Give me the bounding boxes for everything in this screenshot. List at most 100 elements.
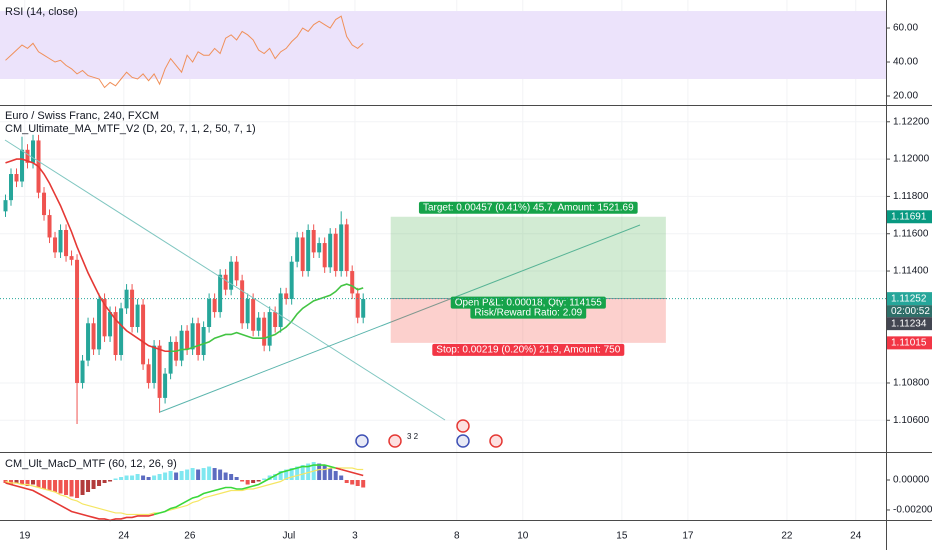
histogram-bar — [322, 465, 327, 481]
candle-body — [179, 330, 184, 361]
histogram-bar — [168, 471, 173, 481]
stop-label-bg — [432, 343, 625, 356]
candle-body — [289, 261, 294, 300]
candle-body — [130, 289, 135, 328]
candle-body — [207, 299, 212, 328]
candle-body — [278, 293, 283, 328]
histogram-bar — [135, 474, 140, 481]
histogram-bar — [25, 480, 30, 486]
histogram-bar — [163, 472, 168, 481]
y-tick-label: 60.00 — [893, 23, 918, 34]
histogram-bar — [190, 468, 195, 481]
price-marker — [887, 210, 932, 224]
candle-body — [212, 299, 217, 313]
histogram-bar — [339, 475, 344, 481]
candle-body — [229, 261, 234, 290]
x-tick-label: 26 — [184, 531, 196, 542]
ma-legend: CM_Ultimate_MA_MTF_V2 (D, 20, 7, 1, 2, 5… — [5, 123, 256, 135]
candle-body — [234, 261, 239, 281]
histogram-bar — [141, 475, 146, 481]
histogram-bar — [350, 480, 355, 485]
histogram-bar — [229, 474, 234, 481]
y-tick-label: 40.00 — [893, 57, 918, 68]
histogram-bar — [273, 474, 278, 481]
target-label-bg — [418, 201, 638, 214]
x-tick-label: 17 — [682, 531, 694, 542]
event-icon — [388, 434, 402, 448]
candle-body — [80, 360, 85, 383]
histogram-bar — [9, 480, 14, 485]
histogram-bar — [31, 480, 36, 485]
candle-body — [339, 224, 344, 272]
candle-body — [75, 259, 80, 383]
histogram-bar — [284, 469, 289, 481]
candle-body — [251, 299, 256, 331]
price-marker — [887, 292, 932, 306]
event-count: 3 2 — [407, 432, 419, 441]
x-tick-label: 24 — [118, 531, 130, 542]
histogram-bar — [119, 477, 124, 481]
x-tick-label: 22 — [781, 531, 793, 542]
candle-body — [86, 323, 91, 361]
histogram-bar — [80, 480, 85, 495]
y-tick-label: 0.00000 — [893, 475, 930, 486]
y-tick-label: 1.12200 — [893, 116, 930, 127]
moving-average — [170, 283, 364, 353]
candle-body — [102, 299, 107, 337]
moving-average — [5, 158, 171, 353]
histogram-bar — [212, 468, 217, 481]
histogram-bar — [223, 472, 228, 481]
candle-body — [113, 312, 118, 355]
price-marker — [887, 336, 932, 350]
candle-body — [185, 330, 190, 350]
candle-body — [47, 215, 52, 238]
histogram-bar — [201, 468, 206, 481]
histogram-bar — [14, 480, 19, 484]
price-marker-label: 1.11691 — [891, 211, 927, 222]
candle-body — [355, 293, 360, 318]
histogram-bar — [300, 465, 305, 481]
pnl-label: Open P&L: 0.00018, Qty: 114155 — [455, 297, 603, 308]
y-tick-label: 1.10600 — [893, 415, 930, 426]
macd-line — [159, 464, 336, 514]
histogram-bar — [152, 475, 157, 481]
histogram-bar — [64, 480, 69, 495]
y-tick-label: 1.11400 — [893, 266, 929, 277]
candle-body — [322, 243, 327, 268]
candle-body — [295, 237, 300, 262]
histogram-bar — [174, 472, 179, 481]
price-marker-label: 1.11234 — [891, 318, 927, 329]
histogram-bar — [53, 480, 58, 492]
histogram-bar — [317, 463, 322, 481]
candle-body — [317, 243, 322, 253]
macd-connector — [335, 467, 342, 471]
histogram-bar — [207, 466, 212, 481]
trend-line — [4, 139, 446, 421]
candle-body — [53, 237, 58, 253]
profit-zone — [390, 216, 666, 299]
candle-body — [31, 140, 36, 163]
price-marker-label: 1.11015 — [891, 338, 927, 349]
histogram-bar — [108, 480, 113, 482]
candle-body — [69, 256, 74, 260]
symbol-legend: Euro / Swiss Franc, 240, FXCM — [5, 110, 159, 122]
candle-body — [157, 345, 162, 398]
candle-body — [135, 304, 140, 328]
histogram-bar — [75, 480, 80, 498]
countdown: 02:00:52 — [891, 306, 930, 317]
histogram-bar — [328, 468, 333, 481]
candle-body — [25, 149, 30, 163]
macd-connector — [153, 512, 160, 516]
candle-body — [58, 229, 63, 253]
y-tick-label: 20.00 — [893, 91, 918, 102]
event-icon — [489, 434, 503, 448]
event-icon — [355, 434, 369, 448]
y-tick-label: 1.12000 — [893, 154, 930, 165]
candle-body — [262, 317, 267, 346]
ratio-label-bg — [470, 306, 587, 319]
candle-body — [344, 224, 349, 272]
x-tick-label: 15 — [616, 531, 628, 542]
macd-line — [5, 482, 155, 522]
x-tick-label: 10 — [517, 531, 529, 542]
